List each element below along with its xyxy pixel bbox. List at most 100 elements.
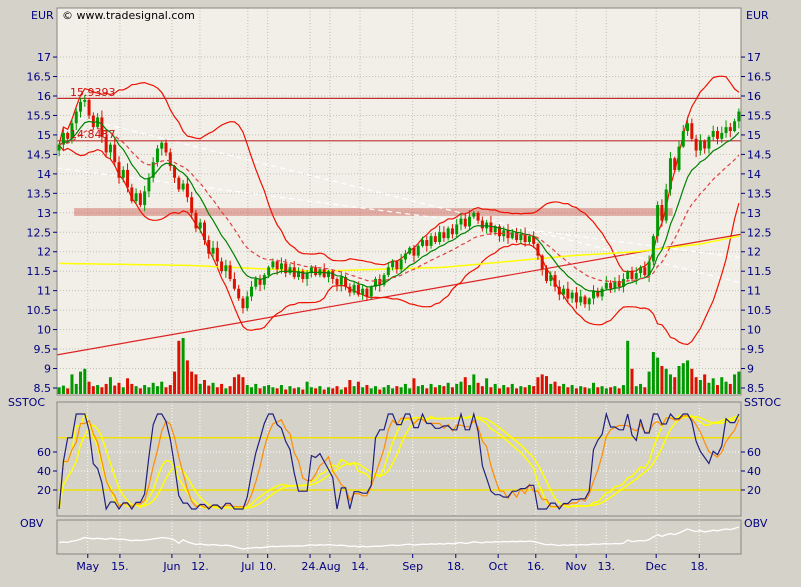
volume-bar: [160, 381, 164, 394]
volume-bar: [121, 387, 125, 394]
sstoc-panel-title-left: SSTOC: [8, 396, 46, 409]
candle-body: [262, 275, 266, 285]
candle-body: [664, 189, 668, 221]
candle-body: [540, 255, 544, 270]
candle-body: [181, 183, 185, 190]
panel-border: [56, 7, 742, 396]
volume-bar: [579, 386, 583, 394]
volume-bar: [515, 388, 519, 394]
price-tick-label-right: 9.5: [747, 343, 765, 356]
volume-bar: [181, 338, 185, 394]
candle-body: [694, 138, 698, 151]
volume-bar: [228, 386, 232, 394]
candle-body: [237, 288, 241, 299]
candle-body: [391, 261, 395, 268]
candlestick-series: [57, 95, 741, 314]
candle-body: [733, 121, 737, 132]
volume-bar: [344, 387, 348, 394]
candle-body: [566, 288, 570, 299]
volume-bar: [198, 383, 202, 394]
candle-body: [604, 282, 608, 289]
candle-body: [164, 142, 168, 153]
volume-bar: [322, 389, 326, 394]
x-axis-label: Oct: [489, 560, 509, 573]
volume-bar: [592, 382, 596, 394]
price-tick-label-right: 12: [747, 246, 761, 259]
price-tick-label-right: 10.5: [747, 304, 772, 317]
x-axis-label: Sep: [402, 560, 423, 573]
candle-body: [254, 278, 258, 287]
candle-body: [617, 280, 621, 287]
candle-body: [536, 243, 540, 256]
candle-body: [450, 228, 454, 235]
volume-bar: [108, 377, 112, 394]
volume-bar: [668, 374, 672, 394]
candle-body: [399, 259, 403, 270]
candle-body: [497, 226, 501, 237]
candle-body: [455, 224, 459, 235]
candle-body: [91, 115, 95, 128]
volume-bar: [737, 371, 741, 394]
volume-bar: [151, 382, 155, 394]
price-tick-label-left: 10.5: [27, 304, 52, 317]
candle-body: [643, 267, 647, 276]
candle-body: [339, 277, 343, 285]
volume-bar: [557, 386, 561, 394]
price-tick-label-right: 14: [747, 168, 761, 181]
candle-body: [574, 292, 578, 303]
candle-body: [66, 132, 70, 139]
sstoc-panel-bg[interactable]: [57, 402, 741, 516]
candle-body: [220, 261, 224, 272]
candle-body: [100, 117, 104, 137]
volume-bar: [224, 388, 228, 394]
volume-bar: [694, 377, 698, 394]
volume-bar: [279, 385, 283, 394]
volume-bar: [574, 388, 578, 394]
price-annotation-mid[interactable]: 14.8487: [70, 128, 116, 141]
candle-body: [472, 212, 476, 217]
trendline[interactable]: [57, 233, 741, 356]
candle-body: [151, 162, 155, 178]
price-annotation-high[interactable]: 15.9393: [70, 86, 116, 99]
candle-body: [74, 111, 78, 124]
volume-bar: [164, 387, 168, 394]
price-tick-label-right: 9: [747, 363, 754, 376]
volume-bar: [416, 386, 420, 394]
volume-bar: [425, 388, 429, 394]
volume-bar: [686, 360, 690, 394]
candle-body: [677, 146, 681, 170]
support-zone-band[interactable]: [74, 208, 673, 216]
price-panel-bg[interactable]: [57, 8, 741, 395]
candle-body: [626, 271, 630, 279]
candle-body: [215, 247, 219, 262]
trendline[interactable]: [70, 114, 741, 284]
candle-body: [711, 131, 715, 137]
candle-body: [207, 240, 211, 254]
candle-body: [96, 117, 100, 128]
x-axis-label: 13.: [598, 560, 616, 573]
candle-body: [305, 273, 309, 279]
candle-body: [190, 197, 194, 213]
candle-body: [382, 275, 386, 285]
candle-body: [412, 247, 416, 256]
candle-body: [553, 275, 557, 287]
price-tick-label-left: 9: [44, 363, 51, 376]
candle-body: [673, 158, 677, 170]
volume-bar: [651, 352, 655, 394]
obv-panel-bg[interactable]: [57, 520, 741, 554]
candle-body: [267, 267, 271, 276]
price-tick-label-left: 11: [37, 285, 51, 298]
price-tick-label-left: 12.5: [27, 226, 52, 239]
trendline[interactable]: [57, 167, 741, 259]
volume-bar: [91, 386, 95, 394]
volume-bar: [262, 386, 266, 394]
volume-bar: [643, 387, 647, 394]
volume-bar: [365, 385, 369, 394]
volume-bar: [258, 388, 262, 394]
volume-bar: [656, 357, 660, 394]
candle-body: [130, 187, 134, 202]
price-tick-label-left: 15: [37, 129, 51, 142]
volume-bar: [733, 374, 737, 394]
candle-body: [523, 234, 527, 242]
